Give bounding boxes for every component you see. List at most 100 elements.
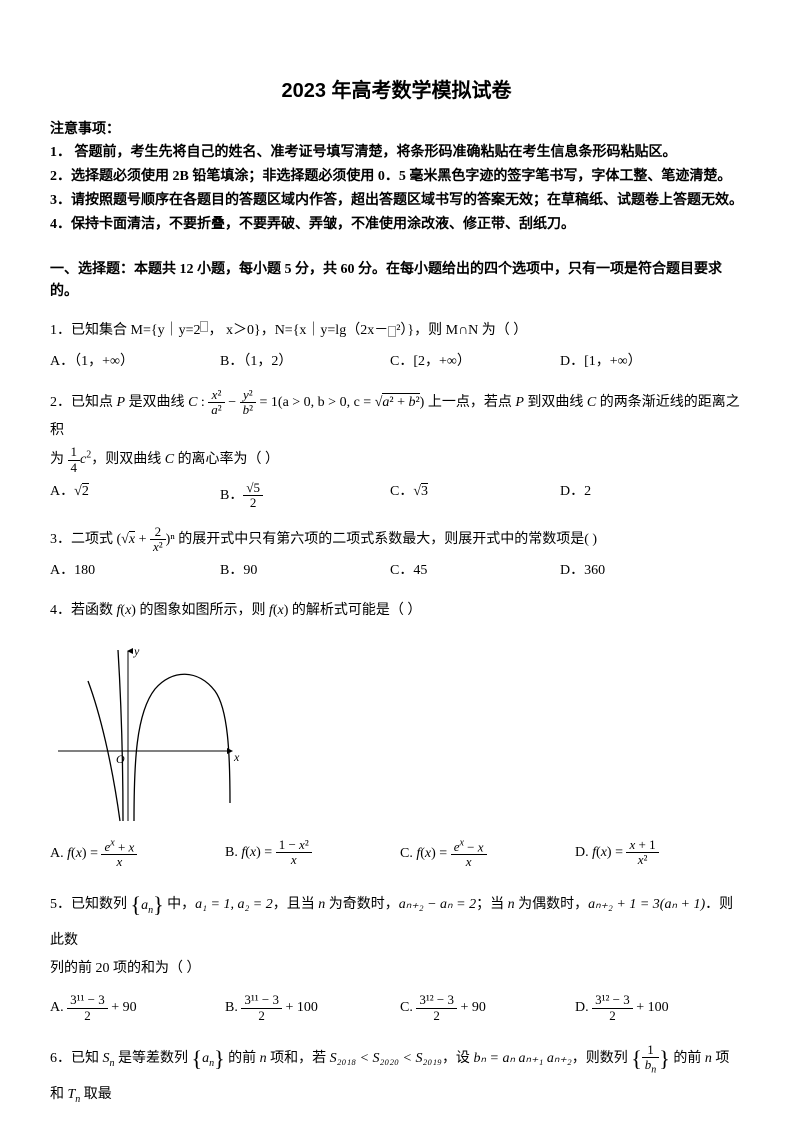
question-6: 6．已知 Sn 是等差数列 {an} 的前 n 项和，若 S₂₀₁₈ < S₂₀… (50, 1037, 743, 1110)
q4-opt-c: C. f(x) = ex − xx (400, 838, 575, 870)
q4c-frac: ex − xx (451, 838, 487, 870)
q2-frac1: x²a² (208, 388, 224, 418)
q1-text-b: ， x＞0}，N={x｜y=lg（2x－ (208, 323, 388, 338)
q2-minus: − (225, 395, 240, 410)
question-2: 2．已知点 P 是双曲线 C : x²a² − y²b² = 1(a > 0, … (50, 388, 743, 446)
q5-a: 5．已知数列 (50, 898, 131, 913)
q3-opt-d: D．360 (560, 560, 730, 582)
q5-b: 中， (164, 898, 196, 913)
q6-c: 的前 (225, 1051, 260, 1066)
q3-opt-c: C．45 (390, 560, 560, 582)
q5-n2: n (508, 898, 515, 913)
q6-Sn: Sn (103, 1051, 115, 1066)
notice-item-1: 1． 答题前，考生先将自己的姓名、准考证号填写清楚，将条形码准确粘贴在考生信息条… (50, 141, 743, 165)
x-axis-label: x (233, 750, 240, 764)
q2b-pre: B． (220, 488, 243, 503)
q3-opt-a: A．180 (50, 560, 220, 582)
q2-opt-b: B．√52 (220, 481, 390, 511)
q3-a: 3．二项式 ( (50, 532, 121, 547)
q1-opt-c: C．[2，+∞） (390, 351, 560, 373)
q4-opt-b: B. f(x) = 1 − x²x (225, 838, 400, 870)
q4-graph-svg: x y O (50, 643, 240, 828)
q2-a: 2．已知点 (50, 395, 117, 410)
q2-frac2: y²b² (240, 388, 256, 418)
q5c-tail: + 90 (457, 1000, 486, 1015)
q6-b: 是等差数列 (115, 1051, 192, 1066)
q2-opt-a: A．√2 (50, 481, 220, 511)
q5-opt-c: C. 3¹² − 32 + 90 (400, 993, 575, 1023)
y-axis-label: y (133, 644, 140, 658)
q5-opt-b: B. 3¹¹ − 32 + 100 (225, 993, 400, 1023)
q2-P1: P (117, 395, 126, 410)
notice-header: 注意事项： (50, 119, 743, 141)
q6-ineq: S₂₀₁₈ < S₂₀₂₀ < S₂₀₁₉ (330, 1051, 442, 1066)
q5a-frac: 3¹¹ − 32 (67, 993, 108, 1023)
q6-an: an (202, 1051, 214, 1066)
q2-2a: 为 (50, 452, 68, 467)
q5-c: ，且当 (273, 898, 319, 913)
q2-2b: ，则双曲线 (91, 452, 165, 467)
q5-opt-a: A. 3¹¹ − 32 + 90 (50, 993, 225, 1023)
q4a-pre: A. (50, 846, 67, 861)
q5c-frac: 3¹² − 32 (416, 993, 457, 1023)
q6-i: 取最 (80, 1087, 112, 1102)
q5d-tail: + 100 (633, 1000, 669, 1015)
q6-d: 项和，若 (267, 1051, 330, 1066)
q1-text-c: ²）}，则 M∩N 为（ ） (396, 323, 527, 338)
q2-d: 到双曲线 (524, 395, 587, 410)
q5-odd: aₙ₊₂ − aₙ = 2 (399, 898, 476, 913)
q1-opt-d: D．[1，+∞） (560, 351, 730, 373)
q6-n1: n (260, 1051, 267, 1066)
q2-eqmid: = 1(a > 0, b > 0, c = (256, 395, 375, 410)
q4-figure: x y O (50, 643, 240, 828)
q1-opt-a: A．（1，+∞） (50, 351, 220, 373)
q2-sqrt: √a² + b² (375, 393, 420, 410)
q2c-sqrt: √3 (413, 483, 428, 499)
q4b-frac: 1 − x²x (276, 838, 312, 868)
q4c-pre: C. (400, 846, 416, 861)
q1-opt-b: B．（1，2） (220, 351, 390, 373)
q5a-pre: A. (50, 1000, 67, 1015)
q5-options: A. 3¹¹ − 32 + 90 B. 3¹¹ − 32 + 100 C. 3¹… (50, 993, 743, 1023)
q2-opt-d: D．2 (560, 481, 730, 511)
question-1: 1．已知集合 M={y｜y=2 ， x＞0}，N={x｜y=lg（2x－ ²）}… (50, 317, 743, 345)
notice-item-3: 3．请按照题号顺序在各题目的答题区域内作答，超出答题区域书写的答案无效；在草稿纸… (50, 189, 743, 213)
q2-2c: 的离心率为（ ） (174, 452, 279, 467)
q2-colon: : (197, 395, 208, 410)
q4-opt-a: A. f(x) = ex + xx (50, 838, 225, 870)
q4-a: 4．若函数 (50, 603, 117, 618)
q2-c: 上一点，若点 (424, 395, 515, 410)
q6-n2: n (705, 1051, 712, 1066)
q6-e: ，设 (442, 1051, 474, 1066)
q1-options: A．（1，+∞） B．（1，2） C．[2，+∞） D．[1，+∞） (50, 351, 743, 373)
page-title: 2023 年高考数学模拟试卷 (50, 75, 743, 107)
q5b-tail: + 100 (282, 1000, 318, 1015)
q2c-pre: C． (390, 484, 413, 499)
q6-f: ，则数列 (572, 1051, 632, 1066)
q2-frac3: 14 (68, 445, 81, 475)
q2a-sqrt: √2 (74, 483, 89, 499)
notice-item-2: 2．选择题必须使用 2B 铅笔填涂；非选择题必须使用 0．5 毫米黑色字迹的签字… (50, 165, 743, 189)
q4d-frac: x + 1x² (626, 838, 658, 868)
question-5-line2: 列的前 20 项的和为（ ） (50, 955, 743, 983)
q6-frac: 1bn (642, 1043, 660, 1076)
q3-options: A．180 B．90 C．45 D．360 (50, 560, 743, 582)
q5-even: aₙ₊₂ + 1 = 3(aₙ + 1) (588, 898, 705, 913)
left-branch-2 (118, 650, 123, 821)
q2-P2: P (515, 395, 524, 410)
section-1-header: 一、选择题：本题共 12 小题，每小题 5 分，共 60 分。在每小题给出的四个… (50, 259, 743, 304)
q3-frac: 2x² (150, 525, 166, 555)
question-5: 5．已知数列 {an} 中，a₁ = 1, a₂ = 2，且当 n 为奇数时，a… (50, 883, 743, 955)
q2-opt-c: C．√3 (390, 481, 560, 511)
q4b-pre: B. (225, 845, 241, 860)
q2-C2: C (587, 395, 596, 410)
q2b-frac: √52 (243, 481, 263, 511)
q5-opt-d: D. 3¹² − 32 + 100 (575, 993, 750, 1023)
q5d-pre: D. (575, 1000, 592, 1015)
q4a-frac: ex + xx (101, 838, 137, 870)
q2-C3: C (165, 452, 174, 467)
q1-text-a: 1．已知集合 M={y｜y=2 (50, 323, 200, 338)
origin-label: O (116, 752, 125, 766)
q3-plus: + (135, 532, 150, 547)
q5-init: a₁ = 1, a₂ = 2 (195, 898, 273, 913)
